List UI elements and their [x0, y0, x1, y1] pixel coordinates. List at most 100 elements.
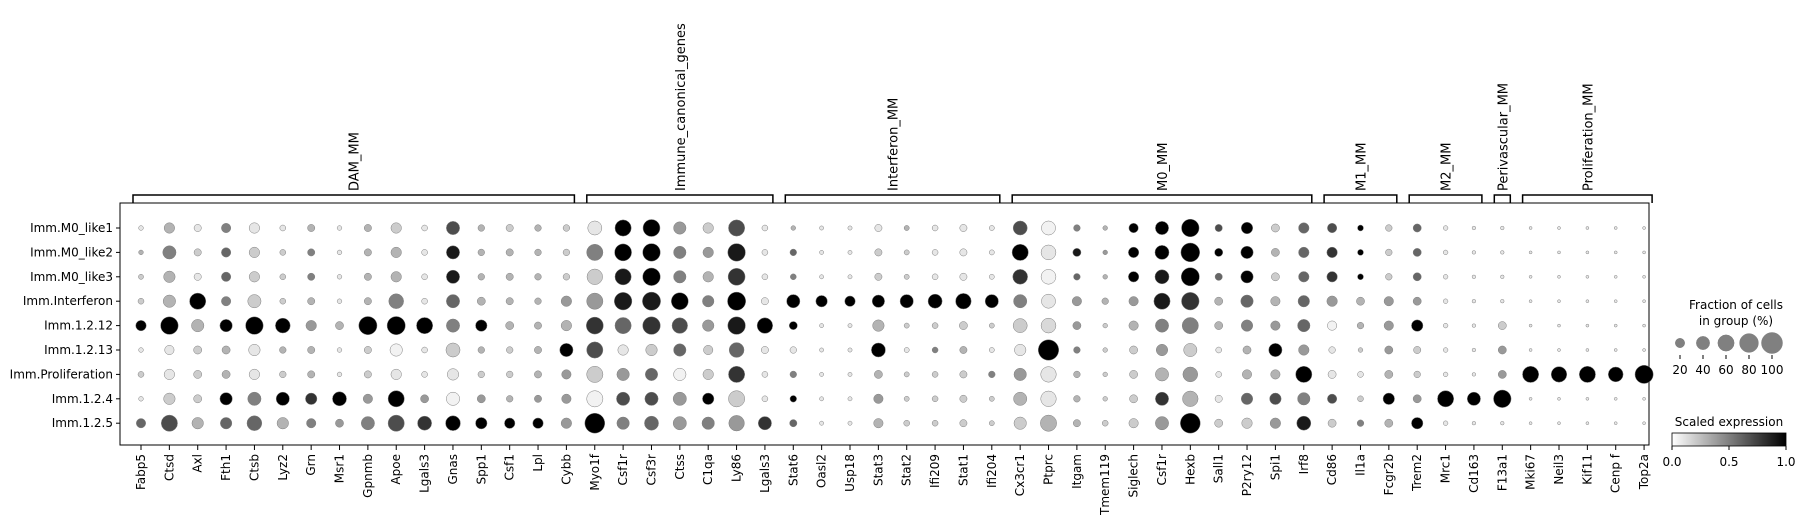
- dot: [1327, 370, 1337, 379]
- dot: [931, 346, 939, 354]
- gene-label: Spp1: [474, 454, 488, 485]
- dot: [1557, 421, 1561, 425]
- dot: [931, 395, 939, 403]
- dot: [728, 342, 745, 358]
- dot: [988, 370, 996, 378]
- dot: [1327, 223, 1338, 233]
- dot: [1128, 296, 1139, 307]
- dot: [506, 370, 514, 378]
- color-legend-title: Scaled expression: [1675, 415, 1783, 429]
- dot: [1557, 275, 1561, 279]
- dot: [819, 372, 824, 377]
- dot: [702, 222, 714, 234]
- dot: [1182, 390, 1199, 407]
- dot: [1500, 225, 1505, 231]
- dot: [336, 274, 343, 280]
- dot: [1411, 417, 1424, 430]
- dot: [560, 295, 572, 307]
- dot: [475, 417, 488, 430]
- dot: [248, 222, 260, 234]
- gene-label: Neil3: [1552, 454, 1566, 485]
- dot: [701, 416, 715, 430]
- dot: [988, 249, 995, 256]
- dot: [1012, 318, 1028, 333]
- dot: [642, 291, 661, 311]
- dot: [1271, 223, 1280, 233]
- dot: [1585, 226, 1590, 230]
- gene-label: Irf8: [1297, 454, 1311, 474]
- dot: [560, 417, 572, 429]
- dot: [847, 372, 853, 377]
- dot: [1101, 297, 1109, 305]
- dot: [1327, 393, 1338, 404]
- dot: [1040, 317, 1057, 334]
- dot: [279, 249, 287, 256]
- dot: [1443, 323, 1449, 329]
- gene-label: Lgals3: [418, 454, 432, 493]
- dot: [163, 270, 176, 283]
- dot: [477, 273, 485, 281]
- dot: [1180, 412, 1201, 434]
- dot: [1102, 396, 1108, 402]
- dot: [703, 345, 714, 355]
- dot: [1471, 250, 1476, 255]
- dot: [959, 346, 968, 354]
- dot: [874, 224, 883, 232]
- dot: [1102, 371, 1108, 377]
- dot: [959, 370, 968, 379]
- dot: [728, 415, 745, 432]
- dot: [616, 391, 630, 406]
- dot: [506, 395, 514, 403]
- dot: [389, 343, 403, 357]
- dot: [988, 322, 995, 329]
- dot: [673, 270, 687, 284]
- dot: [1073, 224, 1081, 232]
- dot: [761, 297, 769, 306]
- dot: [247, 391, 262, 406]
- dot: [1443, 371, 1449, 377]
- dot: [1180, 267, 1200, 287]
- size-legend-dot: [1696, 336, 1710, 350]
- dot: [1642, 421, 1646, 425]
- dot: [614, 268, 632, 286]
- dot: [1528, 226, 1533, 230]
- dot: [847, 347, 853, 353]
- dot: [534, 346, 542, 354]
- dot: [1357, 224, 1364, 232]
- dot: [1155, 416, 1169, 431]
- gene-label: P2ry12: [1240, 454, 1254, 496]
- dot: [1041, 293, 1056, 309]
- dot: [560, 320, 572, 332]
- dot: [642, 243, 661, 262]
- dot: [1297, 392, 1311, 406]
- dot: [586, 268, 603, 285]
- size-legend-dot: [1675, 338, 1685, 348]
- dot: [847, 396, 853, 402]
- dot: [306, 418, 317, 429]
- dot: [931, 419, 939, 427]
- dot: [903, 225, 910, 231]
- group-label: Imm.M0_like2: [30, 245, 113, 259]
- dot: [1038, 339, 1059, 361]
- dot: [1269, 392, 1282, 405]
- dot: [1241, 222, 1253, 234]
- dot: [1550, 366, 1568, 383]
- dot: [248, 246, 260, 258]
- dot: [138, 225, 144, 231]
- dot: [789, 248, 797, 256]
- gene-label: Grn: [304, 454, 318, 476]
- dot: [988, 225, 995, 231]
- dot: [959, 224, 968, 232]
- gene-label: Csf1: [503, 454, 517, 481]
- dot: [1271, 272, 1280, 282]
- category-bracket: Proliferation_MM: [1521, 83, 1653, 203]
- gene-label: Apoe: [389, 454, 403, 485]
- dot: [1608, 366, 1624, 383]
- dot: [614, 317, 632, 334]
- dot: [534, 297, 542, 305]
- dot: [761, 395, 769, 403]
- dot: [1613, 323, 1618, 328]
- dot: [1443, 298, 1449, 304]
- dot: [1471, 225, 1476, 231]
- dot: [1072, 321, 1082, 330]
